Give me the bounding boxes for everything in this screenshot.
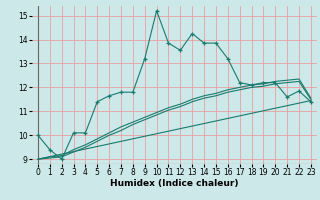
X-axis label: Humidex (Indice chaleur): Humidex (Indice chaleur)	[110, 179, 239, 188]
